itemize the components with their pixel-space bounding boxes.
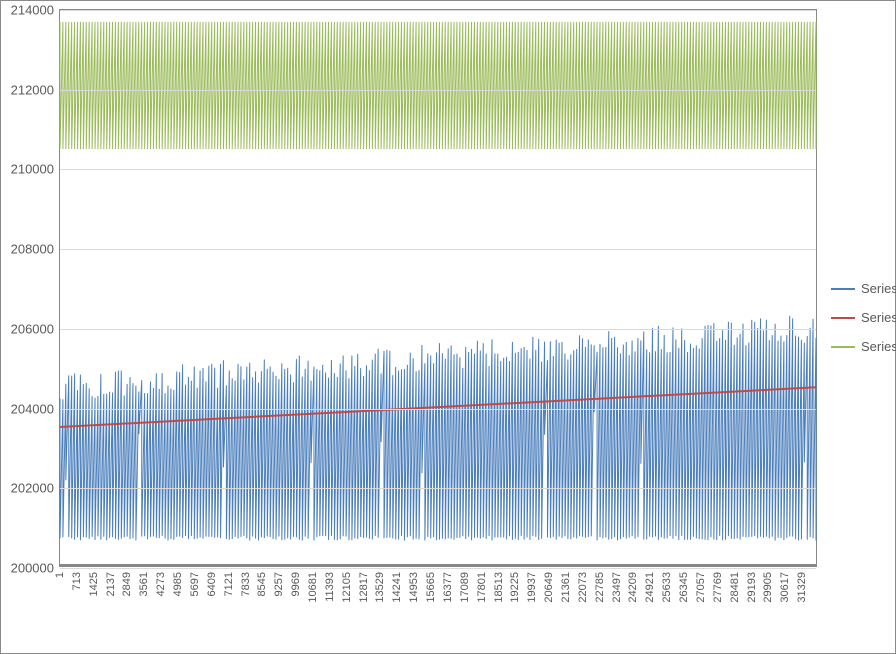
- y-gridline: [60, 329, 816, 330]
- y-gridline: [60, 169, 816, 170]
- x-tick-label: 14953: [408, 572, 420, 603]
- legend-item: Series1: [831, 281, 896, 296]
- legend-label: Series3: [861, 339, 896, 354]
- chart-series: [60, 10, 816, 566]
- x-tick-label: 18513: [493, 572, 505, 603]
- x-tick-label: 12817: [358, 572, 370, 603]
- series3-line: [60, 22, 816, 149]
- x-tick-label: 14241: [391, 572, 403, 603]
- x-tick-label: 25633: [661, 572, 673, 603]
- x-tick-label: 23497: [611, 572, 623, 603]
- legend-item: Series2: [831, 310, 896, 325]
- y-gridline: [60, 488, 816, 489]
- x-tick-label: 27057: [695, 572, 707, 603]
- x-tick-label: 2849: [121, 572, 133, 596]
- x-tick-label: 17801: [476, 572, 488, 603]
- y-tick-label: 212000: [11, 82, 54, 97]
- x-tick-label: 6409: [206, 572, 218, 596]
- x-tick-label: 4985: [172, 572, 184, 596]
- x-tick-label: 27769: [712, 572, 724, 603]
- x-tick-label: 15665: [425, 572, 437, 603]
- y-tick-label: 206000: [11, 321, 54, 336]
- y-tick-label: 204000: [11, 401, 54, 416]
- x-tick-label: 10681: [307, 572, 319, 603]
- x-tick-label: 31329: [796, 572, 808, 603]
- x-tick-label: 13529: [374, 572, 386, 603]
- x-tick-label: 24921: [644, 572, 656, 603]
- x-tick-label: 12105: [341, 572, 353, 603]
- y-gridline: [60, 10, 816, 11]
- x-tick-label: 22073: [577, 572, 589, 603]
- x-tick-label: 11393: [324, 572, 336, 602]
- x-tick-label: 9257: [273, 572, 285, 596]
- x-tick-label: 28481: [729, 572, 741, 603]
- y-gridline: [60, 249, 816, 250]
- x-tick-label: 26345: [678, 572, 690, 603]
- x-tick-label: 21361: [560, 572, 572, 603]
- x-tick-label: 7833: [240, 572, 252, 596]
- legend-swatch: [831, 288, 855, 290]
- y-tick-label: 202000: [11, 481, 54, 496]
- legend-swatch: [831, 346, 855, 348]
- plot-area: 2000002020002040002060002080002100002120…: [59, 9, 817, 567]
- x-tick-label: 22785: [594, 572, 606, 603]
- y-gridline: [60, 90, 816, 91]
- y-tick-label: 214000: [11, 3, 54, 18]
- x-tick-label: 713: [71, 572, 83, 590]
- x-tick-label: 8545: [256, 572, 268, 596]
- x-tick-label: 4273: [155, 572, 167, 596]
- x-tick-label: 3561: [138, 572, 150, 596]
- x-tick-label: 19225: [509, 572, 521, 603]
- legend-swatch: [831, 317, 855, 319]
- legend-item: Series3: [831, 339, 896, 354]
- x-tick-label: 1425: [88, 572, 100, 596]
- chart-container: 200000 202000 204000 206000 208000 210000 2120…: [0, 0, 896, 654]
- x-tick-label: 20649: [543, 572, 555, 603]
- y-tick-label: 200000: [11, 561, 54, 576]
- y-gridline: [60, 568, 816, 569]
- x-tick-label: 9969: [290, 572, 302, 596]
- legend-label: Series2: [861, 310, 896, 325]
- x-tick-label: 2137: [105, 572, 117, 596]
- x-tick-label: 30617: [779, 572, 791, 603]
- x-tick-label: 1: [54, 572, 66, 578]
- x-tick-label: 5697: [189, 572, 201, 596]
- x-tick-label: 17089: [459, 572, 471, 603]
- legend-label: Series1: [861, 281, 896, 296]
- series1-line: [60, 316, 816, 541]
- y-tick-label: 208000: [11, 242, 54, 257]
- y-tick-label: 210000: [11, 162, 54, 177]
- x-tick-label: 19937: [526, 572, 538, 603]
- x-tick-label: 29905: [762, 572, 774, 603]
- x-tick-label: 29193: [746, 572, 758, 603]
- x-tick-label: 16377: [442, 572, 454, 603]
- x-tick-label: 7121: [223, 572, 235, 596]
- x-tick-label: 24209: [627, 572, 639, 603]
- y-gridline: [60, 409, 816, 410]
- x-axis-line: [60, 564, 816, 567]
- legend: Series1 Series2 Series3: [831, 281, 896, 354]
